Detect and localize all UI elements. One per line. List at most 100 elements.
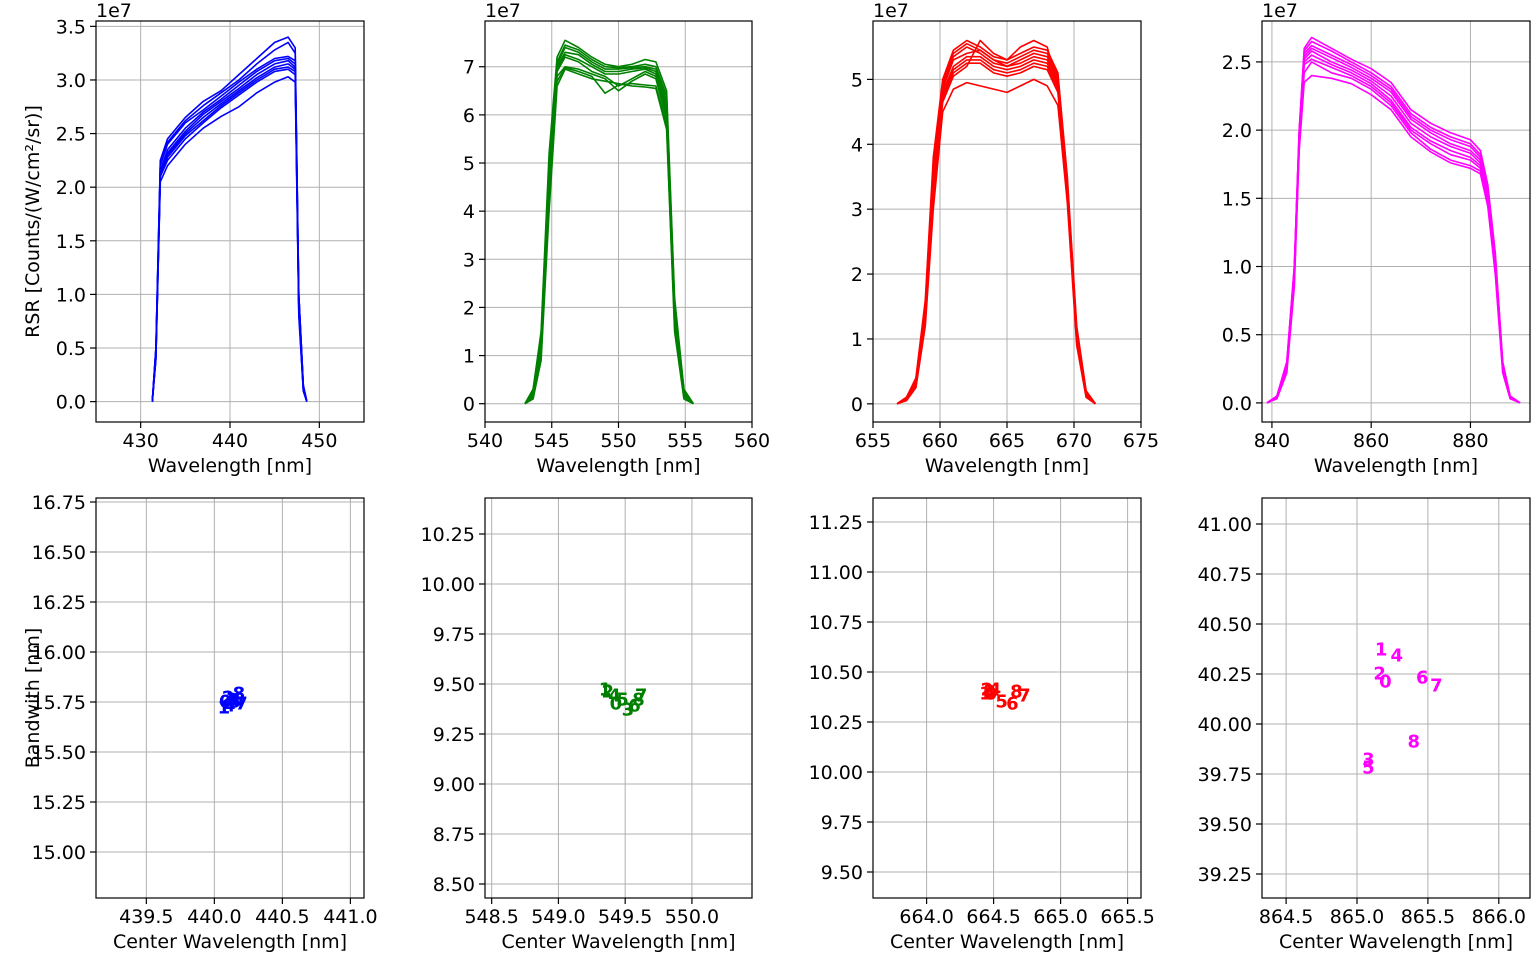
y-tick: 2 (463, 297, 475, 319)
y-tick-label: 9.50 (433, 674, 475, 696)
y-tick-label: 9.50 (821, 862, 863, 884)
x-tick: 540 (467, 430, 503, 452)
x-tick: 864.5 (1259, 906, 1313, 928)
y-tick-label: 15.75 (32, 692, 86, 714)
y-tick-label: 1 (851, 329, 863, 351)
series-line (1266, 74, 1521, 404)
y-tick: 9.00 (433, 774, 475, 796)
y-tick-label: 16.25 (32, 592, 86, 614)
x-tick: 665.5 (1100, 906, 1154, 928)
y-tick-label: 4 (463, 201, 475, 223)
axis-offset-label: 1e7 (1262, 0, 1298, 22)
y-tick-label: 10.25 (421, 524, 475, 546)
point-label: 8 (1407, 732, 1420, 753)
point-label: 3 (226, 690, 239, 711)
point-label: 0 (1379, 672, 1392, 693)
y-tick-label: 39.75 (1198, 764, 1252, 786)
y-tick-label: 2 (851, 264, 863, 286)
axes-frame (1261, 497, 1531, 899)
x-axis-label: Wavelength [nm] (536, 455, 700, 477)
x-tick: 866.0 (1472, 906, 1526, 928)
y-tick-label: 3.5 (56, 16, 86, 38)
x-tick-label: 545 (534, 430, 570, 452)
point-label: 0 (219, 692, 232, 713)
y-tick-label: 15.25 (32, 792, 86, 814)
x-tick: 655 (855, 430, 891, 452)
y-tick: 9.50 (433, 674, 475, 696)
point-label: 4 (608, 686, 621, 707)
y-tick-label: 40.50 (1198, 614, 1252, 636)
series-line (896, 55, 1096, 405)
y-tick-label: 11.00 (809, 562, 863, 584)
axis-offset-label: 1e7 (96, 0, 132, 22)
y-tick-label: 16.75 (32, 492, 86, 514)
series-line (896, 59, 1096, 405)
series-line (896, 62, 1096, 405)
series-line (524, 46, 694, 405)
x-tick-label: 665.0 (1033, 906, 1087, 928)
y-tick: 9.25 (433, 724, 475, 746)
point-label: 5 (1362, 758, 1375, 779)
series-line (524, 39, 694, 405)
y-tick-label: 0.5 (1222, 325, 1252, 347)
y-tick-label: 9.00 (433, 774, 475, 796)
series-line (896, 42, 1097, 405)
y-tick-label: 1.0 (1222, 257, 1252, 279)
y-tick-label: 9.75 (433, 624, 475, 646)
x-tick: 880 (1452, 430, 1488, 452)
y-tick-label: 40.00 (1198, 714, 1252, 736)
y-tick: 3.5 (56, 16, 86, 38)
y-tick-label: 10.00 (421, 574, 475, 596)
series-line (524, 68, 694, 405)
point-label: 0 (610, 694, 623, 715)
point-label: 6 (628, 696, 641, 717)
y-tick-label: 7 (463, 57, 475, 79)
y-tick: 40.00 (1198, 714, 1252, 736)
y-tick: 16.25 (32, 592, 86, 614)
y-tick: 10.50 (809, 662, 863, 684)
y-tick-label: 0.5 (56, 338, 86, 360)
y-tick-label: 1 (463, 346, 475, 368)
y-tick-label: 16.50 (32, 542, 86, 564)
axes-frame (484, 497, 753, 899)
y-tick-label: 39.50 (1198, 814, 1252, 836)
x-tick: 441.0 (323, 906, 377, 928)
x-tick-label: 548.5 (464, 906, 518, 928)
y-tick-label: 3.0 (56, 70, 86, 92)
y-tick: 15.50 (32, 742, 86, 764)
x-tick-label: 880 (1452, 430, 1488, 452)
y-tick: 5 (463, 153, 475, 175)
y-tick: 0 (463, 394, 475, 416)
y-tick: 9.75 (433, 624, 475, 646)
x-tick: 545 (534, 430, 570, 452)
x-tick-label: 675 (1123, 430, 1159, 452)
series-line (896, 49, 1097, 405)
series-line (524, 44, 694, 405)
y-tick: 2.5 (1222, 52, 1252, 74)
point-label: 2 (981, 680, 994, 701)
y-tick: 41.00 (1198, 514, 1252, 536)
point-label: 4 (223, 696, 236, 717)
point-label: 5 (228, 692, 241, 713)
x-tick-label: 655 (855, 430, 891, 452)
y-tick: 10.00 (421, 574, 475, 596)
y-tick: 11.25 (809, 512, 863, 534)
y-tick: 9.50 (821, 862, 863, 884)
y-tick: 5 (851, 69, 863, 91)
y-tick-label: 15.00 (32, 842, 86, 864)
x-tick: 440.5 (255, 906, 309, 928)
point-label: 1 (1375, 640, 1388, 661)
series-line (524, 51, 694, 405)
axes-frame (95, 497, 365, 899)
y-tick-label: 10.50 (809, 662, 863, 684)
y-tick: 39.25 (1198, 864, 1252, 886)
point-label: 7 (1430, 676, 1443, 697)
y-tick: 10.75 (809, 612, 863, 634)
x-axis-label: Wavelength [nm] (925, 455, 1089, 477)
point-label: 3 (983, 682, 996, 703)
y-tick: 6 (463, 105, 475, 127)
x-tick-label: 865.0 (1330, 906, 1384, 928)
x-tick: 439.5 (119, 906, 173, 928)
